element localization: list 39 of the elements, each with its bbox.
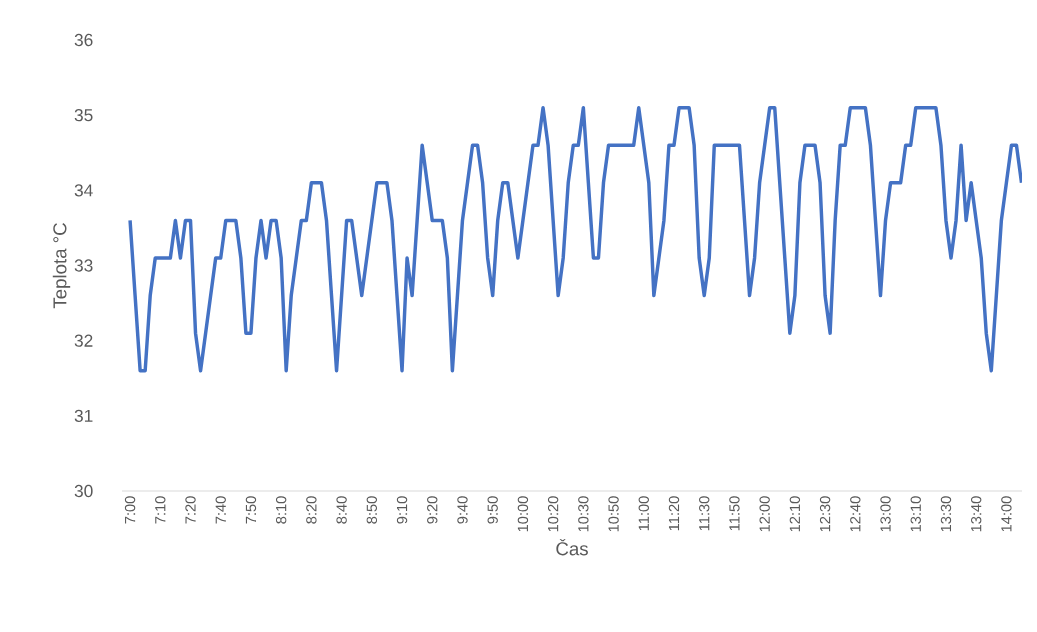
x-tick-label: 12:40 bbox=[850, 496, 861, 532]
x-tick-label: 9:10 bbox=[396, 496, 408, 524]
x-tick-label: 11:50 bbox=[729, 496, 740, 531]
x-tick-label: 10:50 bbox=[608, 496, 619, 532]
x-tick-label: 9:40 bbox=[457, 496, 468, 524]
y-tick-label: 33 bbox=[74, 259, 93, 272]
x-tick-label: 7:40 bbox=[215, 496, 226, 524]
x-tick-label: 12:30 bbox=[819, 496, 831, 532]
x-tick-label: 13:10 bbox=[910, 496, 921, 532]
x-tick-label: 7:20 bbox=[185, 496, 196, 524]
x-tick-label: 11:20 bbox=[668, 496, 680, 531]
x-tick-label: 9:50 bbox=[487, 496, 498, 524]
y-axis-title: Teplota °C bbox=[52, 223, 71, 309]
x-tick-label: 10:20 bbox=[547, 496, 559, 532]
x-tick-label: 12:00 bbox=[759, 496, 770, 532]
x-tick-label: 13:00 bbox=[880, 496, 891, 532]
x-tick-label: 9:20 bbox=[427, 496, 438, 524]
x-tick-label: 13:40 bbox=[971, 496, 982, 532]
x-tick-label: 7:10 bbox=[155, 496, 166, 524]
x-axis-title: Čas bbox=[556, 538, 588, 556]
x-tick-label: 11:30 bbox=[699, 496, 710, 531]
x-tick-label: 8:40 bbox=[336, 496, 347, 524]
y-tick-label: 31 bbox=[74, 409, 93, 422]
y-tick-label: 35 bbox=[74, 109, 93, 122]
x-tick-label: 8:50 bbox=[366, 496, 378, 524]
y-tick-label: 30 bbox=[74, 484, 93, 498]
x-tick-label: 10:00 bbox=[517, 496, 529, 532]
x-tick-label: 8:20 bbox=[306, 496, 317, 524]
y-tick-label: 34 bbox=[74, 184, 93, 197]
x-tick-label: 10:30 bbox=[578, 496, 589, 532]
x-tick-label: 14:00 bbox=[1001, 496, 1012, 532]
x-tick-label: 12:10 bbox=[789, 496, 801, 532]
x-tick-label: 8:10 bbox=[275, 496, 287, 524]
x-tick-label: 7:50 bbox=[245, 496, 257, 524]
y-tick-label: 32 bbox=[74, 334, 93, 347]
x-tick-label: 7:00 bbox=[124, 496, 136, 524]
y-tick-label: 36 bbox=[74, 33, 93, 47]
x-tick-label: 11:00 bbox=[638, 496, 649, 531]
x-tick-label: 13:30 bbox=[940, 496, 952, 532]
